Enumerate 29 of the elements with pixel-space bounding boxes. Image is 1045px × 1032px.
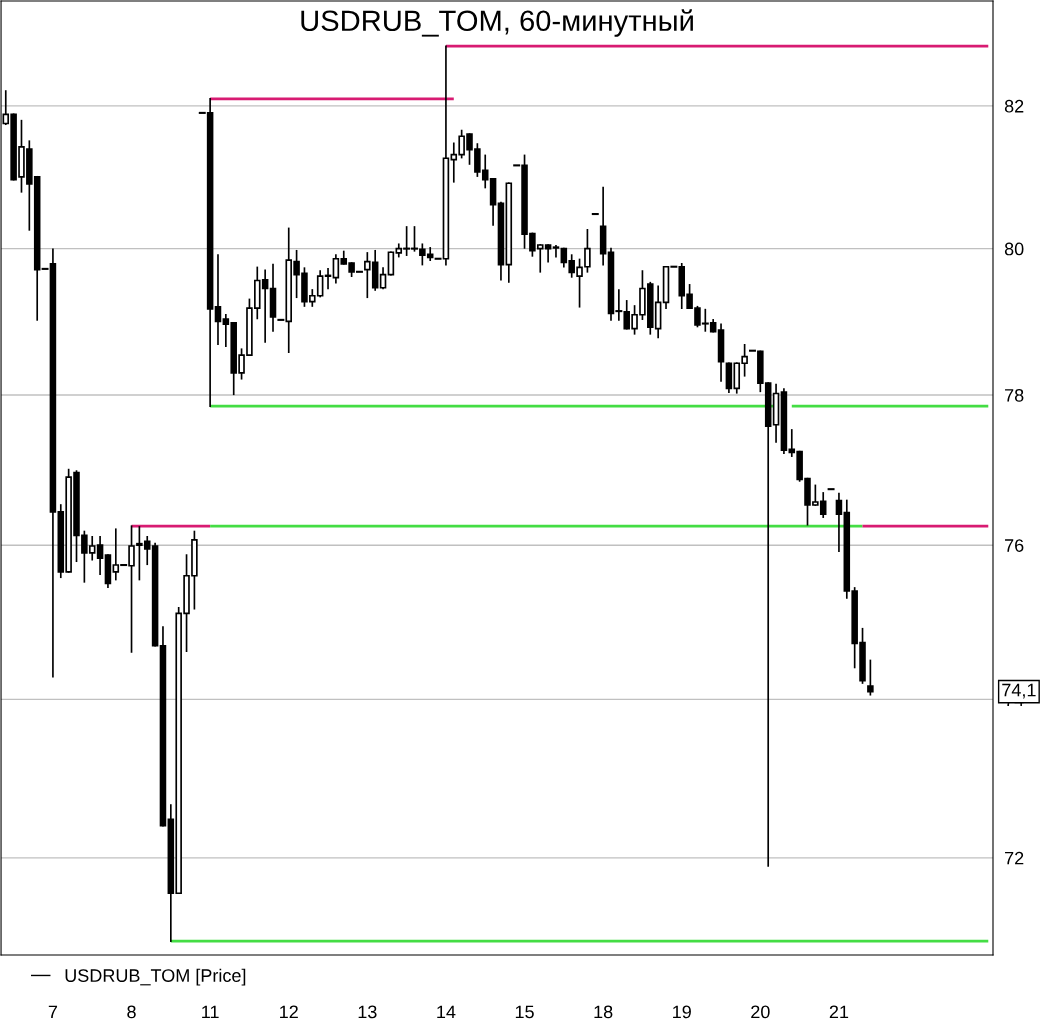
candlestick bbox=[552, 244, 560, 258]
x-tick-label: 14 bbox=[437, 1005, 456, 1019]
candlestick bbox=[827, 488, 835, 491]
legend-label: USDRUB_TOM [Price] bbox=[65, 968, 246, 986]
candlestick bbox=[867, 659, 874, 696]
text: 74,1 bbox=[1002, 683, 1036, 699]
candlestick bbox=[96, 536, 104, 576]
x-tick-label: 7 bbox=[48, 1005, 58, 1019]
y-tick-label: 82 bbox=[1004, 99, 1024, 113]
x-tick-label: 20 bbox=[751, 1005, 770, 1019]
y-tick-label: 78 bbox=[1005, 388, 1024, 402]
candlestick bbox=[387, 251, 395, 276]
candlestick bbox=[324, 268, 332, 290]
x-tick-label: 11 bbox=[202, 1005, 219, 1019]
x-tick-label: 8 bbox=[127, 1005, 136, 1019]
candlestick bbox=[379, 267, 387, 290]
x-tick-label: 21 bbox=[829, 1005, 849, 1019]
x-tick-label: 13 bbox=[358, 1005, 377, 1019]
x-tick-label: 19 bbox=[673, 1005, 691, 1019]
x-tick-label: 18 bbox=[594, 1005, 613, 1019]
y-tick-label: 80 bbox=[1004, 242, 1024, 256]
chart-title: USDRUB_TOM, 60-минутный bbox=[301, 9, 693, 37]
x-tick-label: 15 bbox=[515, 1005, 534, 1019]
y-tick-label: 72 bbox=[1005, 851, 1024, 865]
candlestick bbox=[214, 254, 222, 345]
y-tick-label: 76 bbox=[1005, 539, 1024, 552]
candlestick bbox=[591, 212, 599, 216]
x-tick-label: 12 bbox=[280, 1005, 298, 1019]
candlestick bbox=[835, 492, 843, 553]
